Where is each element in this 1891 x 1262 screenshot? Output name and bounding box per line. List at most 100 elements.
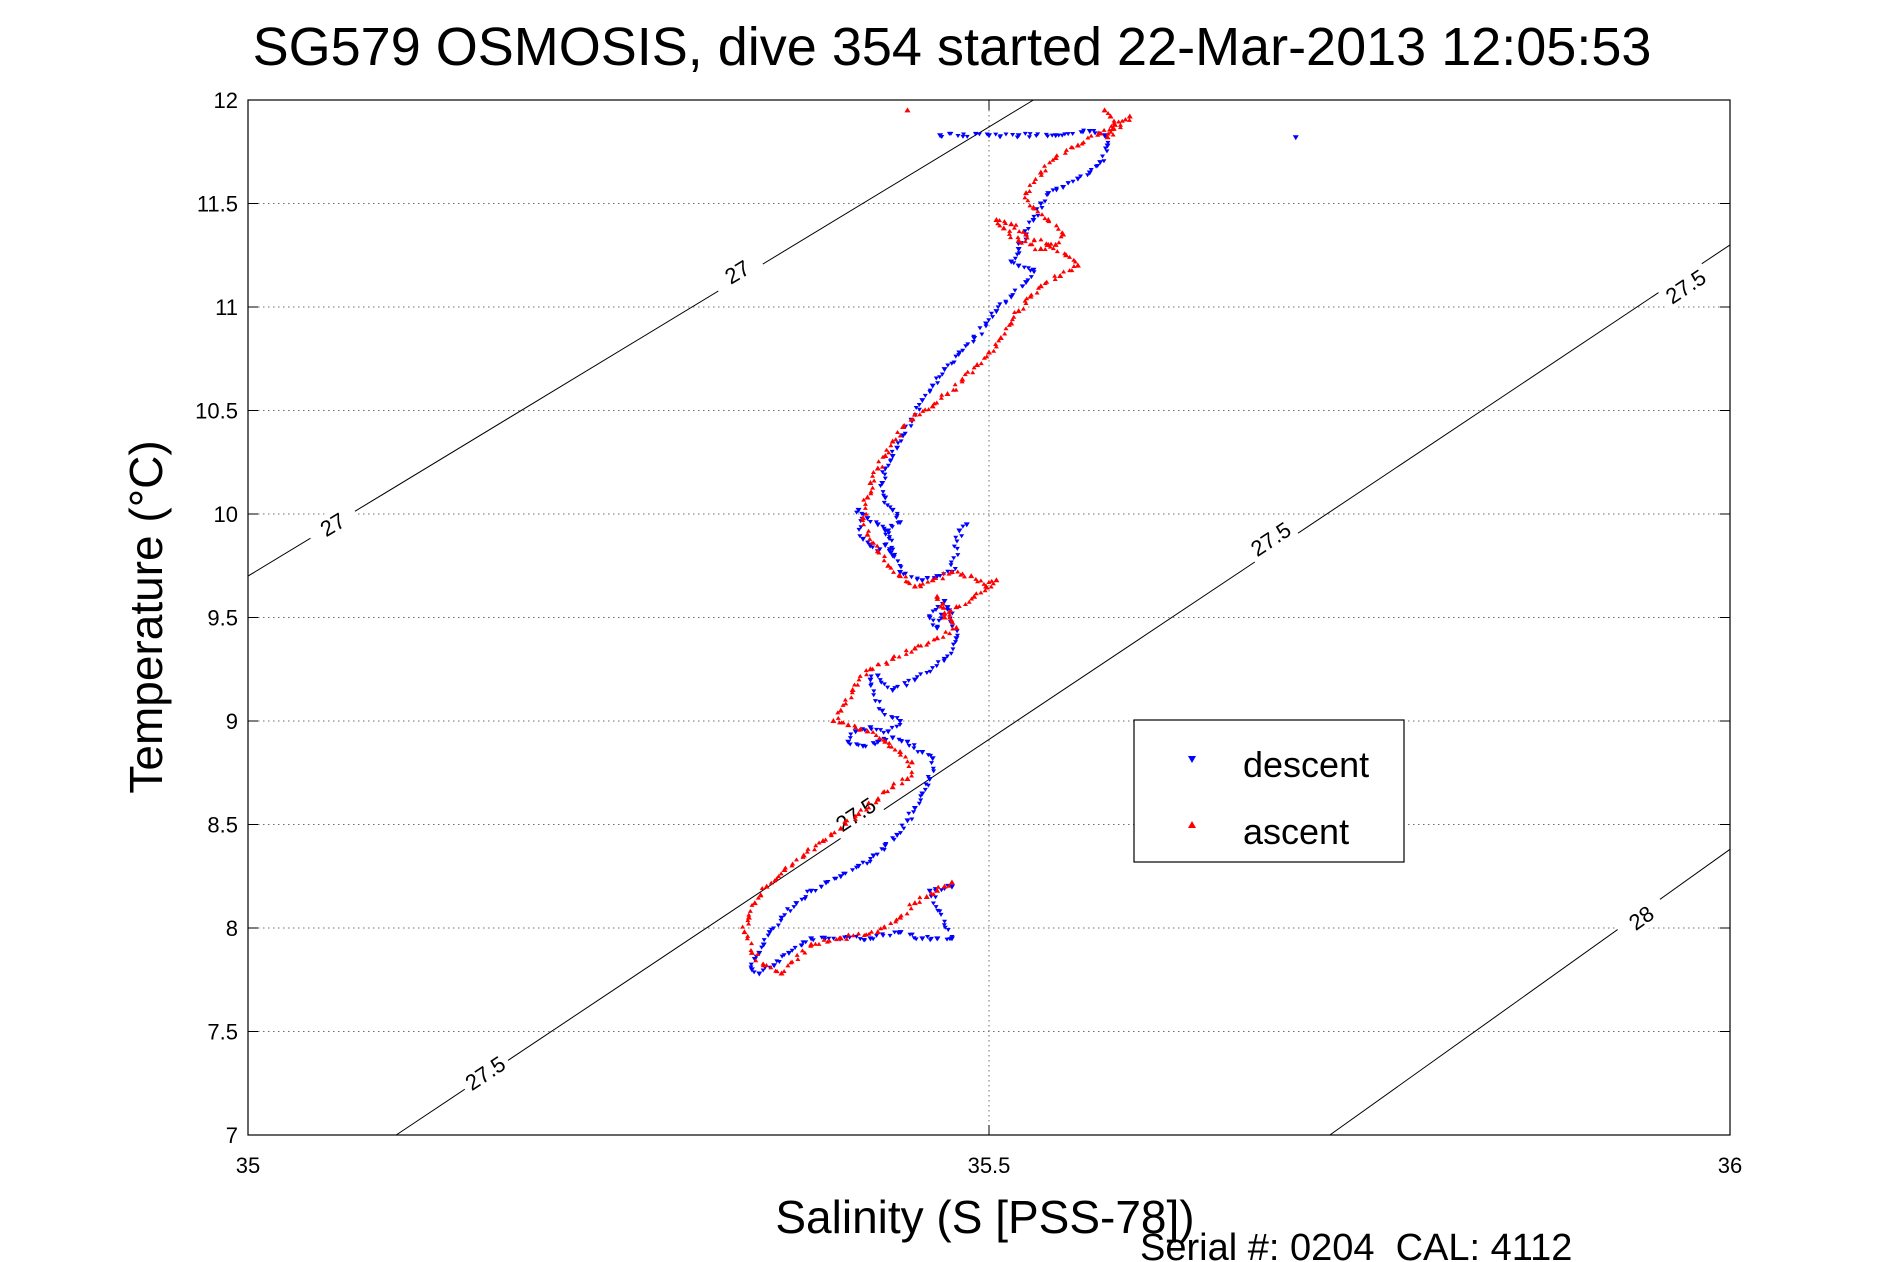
data-point-ascent [1111,118,1117,123]
data-point-ascent [986,349,992,355]
data-point-descent [1011,261,1017,266]
data-point-descent [935,936,941,941]
data-point-ascent [1079,141,1085,146]
data-point-ascent [1101,127,1107,132]
data-point-descent [915,750,921,755]
data-point-descent [909,817,915,822]
data-point-descent [870,545,876,550]
data-point-descent [936,618,942,623]
data-point-ascent [789,959,795,964]
data-point-descent [963,522,970,528]
data-point-descent [1028,275,1034,280]
data-point-descent [877,699,883,704]
data-point-descent [930,901,936,906]
data-point-descent [930,766,936,771]
data-point-ascent [959,379,965,384]
data-point-ascent [997,335,1004,341]
data-point-ascent [808,941,815,947]
data-point-descent [889,735,896,741]
data-point-descent [873,727,879,732]
data-point-descent [1003,301,1009,306]
data-point-ascent [911,645,918,651]
legend-label-descent: descent [1243,744,1369,785]
data-point-ascent [1105,131,1111,136]
data-point-descent [867,677,874,683]
data-point-ascent [884,661,890,666]
data-point-descent [771,926,777,931]
data-point-ascent [981,355,987,360]
data-point-ascent [900,424,907,430]
data-point-ascent [746,912,752,917]
data-point-descent [1081,128,1087,133]
data-point-ascent [1050,246,1056,251]
data-point-descent [775,923,781,928]
data-point-descent [935,381,941,386]
data-point-ascent [898,913,904,918]
data-point-descent [1062,132,1068,137]
data-point-descent [911,743,917,748]
data-point-ascent [848,695,854,700]
data-point-descent [945,569,951,574]
data-point-descent [850,868,856,873]
data-point-descent [784,907,790,912]
data-point-descent [1027,132,1033,137]
data-point-ascent [940,576,946,581]
data-point-ascent [816,840,822,845]
data-point-ascent [855,931,861,936]
data-point-descent [904,818,911,824]
y-axis-label: Temperature (°C) [120,440,172,793]
data-point-ascent [947,631,953,636]
data-point-ascent [946,571,952,576]
data-point-ascent [1034,290,1040,295]
data-point-ascent [953,624,960,630]
data-point-ascent [1022,239,1028,244]
data-point-ascent [868,489,874,494]
data-point-ascent [907,902,913,907]
data-point-ascent [948,568,955,574]
data-point-descent [868,674,874,679]
data-point-descent [859,511,865,516]
data-point-ascent [1023,190,1030,196]
data-point-ascent [1022,195,1028,200]
data-point-descent [1025,226,1031,231]
data-point-descent [954,633,960,638]
data-point-ascent [881,558,887,563]
data-point-ascent [955,569,961,574]
data-point-descent [847,935,853,940]
data-point-descent [760,968,766,973]
data-point-ascent [874,796,881,802]
data-point-descent [956,353,962,358]
data-point-descent [880,490,886,495]
data-point-descent [748,967,755,973]
x-tick-label: 36 [1718,1153,1742,1178]
data-point-descent [889,507,896,513]
data-point-ascent [947,615,953,620]
data-point-descent [913,405,919,410]
data-point-ascent [863,807,869,812]
data-point-ascent [845,722,852,728]
data-point-ascent [749,902,755,907]
data-point-ascent [993,344,999,349]
data-point-ascent [774,876,780,881]
data-point-ascent [1042,280,1048,285]
data-point-ascent [1052,273,1058,278]
data-point-descent [1035,213,1041,218]
data-point-ascent [996,338,1002,343]
data-point-ascent [1011,225,1017,230]
data-point-ascent [929,577,936,583]
data-point-descent [925,783,931,788]
data-point-ascent [870,473,876,478]
data-point-ascent [931,891,937,896]
data-point-descent [926,888,933,894]
data-point-descent [950,642,956,647]
data-point-descent [778,918,784,923]
data-point-descent [941,598,948,604]
data-series [740,107,1299,977]
data-point-ascent [1024,235,1030,240]
data-point-ascent [849,686,856,692]
data-point-ascent [917,895,923,900]
data-point-descent [1026,135,1032,140]
isopycnal-line [1329,848,1731,1136]
data-point-ascent [855,811,862,817]
data-point-ascent [759,885,765,890]
